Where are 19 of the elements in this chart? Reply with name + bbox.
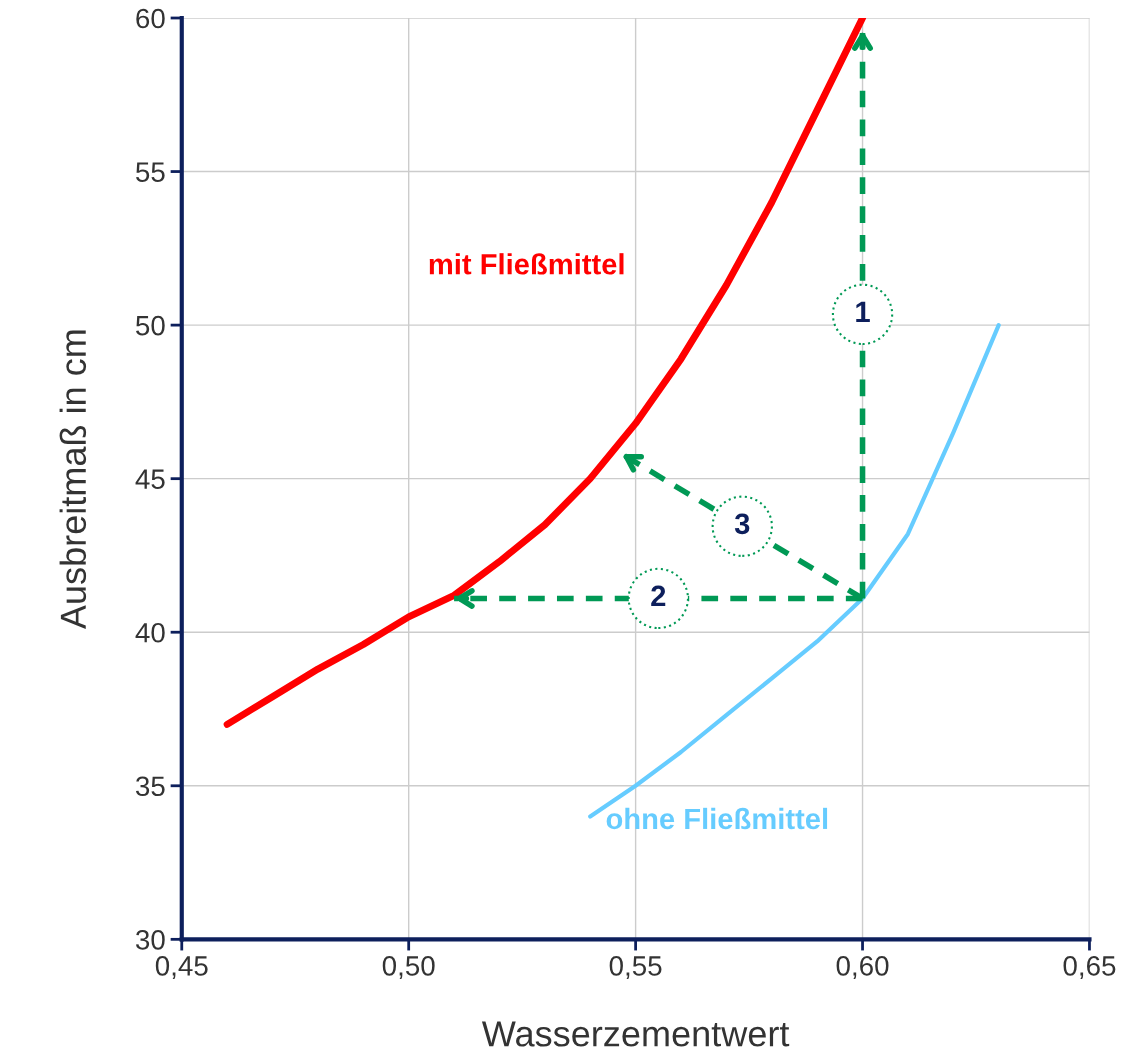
- y-tick-label: 45: [135, 469, 165, 490]
- annotation: 2: [651, 585, 666, 606]
- text: mit Fließmittel: [429, 253, 624, 275]
- y-tick-label: 30: [135, 930, 165, 950]
- y-tick-label: 55: [136, 162, 165, 182]
- y-tick-label: 35: [135, 776, 165, 797]
- y-axis-title: Ausbreitmaß in cm: [59, 330, 87, 630]
- y-tick-label: 60: [136, 8, 165, 29]
- series-label: ohne Fließmittel: [606, 807, 828, 830]
- x-tick-label: 0,65: [1063, 956, 1116, 979]
- annotation: 3: [734, 513, 750, 535]
- x-tick-label: 0,60: [836, 956, 889, 979]
- x-tick-label: 0,50: [382, 956, 435, 979]
- x-tick-label: 0,55: [609, 956, 662, 979]
- x-tick-label: 0,45: [155, 956, 208, 979]
- annotation: 1: [856, 301, 870, 322]
- y-tick-label: 50: [136, 315, 165, 336]
- y-tick-label: 40: [135, 622, 165, 643]
- x-axis-title: Wasserzementwert: [481, 1021, 790, 1047]
